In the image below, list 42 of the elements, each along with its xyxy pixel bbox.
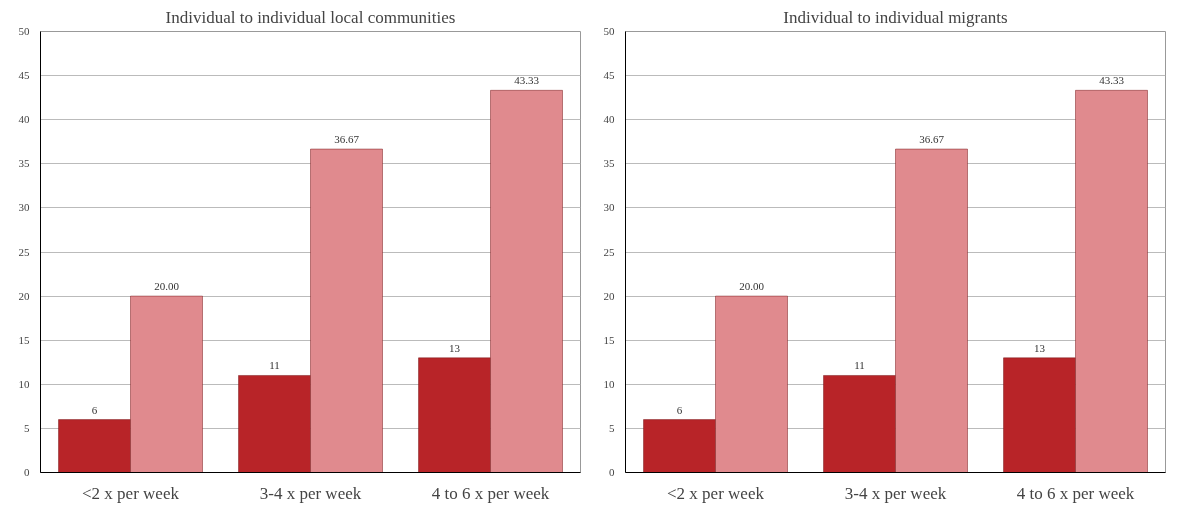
y-tick-label: 5 (609, 421, 615, 434)
data-label: 11 (269, 359, 280, 372)
y-tick-label: 0 (24, 466, 30, 478)
y-tick-label: 0 (609, 466, 615, 478)
data-label: 11 (854, 359, 865, 372)
y-tick-label: 10 (603, 377, 615, 390)
y-tick-label: 50 (603, 25, 615, 37)
data-label: 36.67 (919, 133, 945, 146)
x-tick-label: 4 to 6 x per week (1016, 483, 1135, 503)
y-tick-label: 15 (18, 333, 30, 346)
y-tick-label: 35 (18, 157, 30, 170)
y-tick-label: 25 (18, 245, 30, 258)
data-label: 43.33 (514, 74, 540, 87)
y-tick-label: 45 (603, 69, 615, 82)
data-label: 43.33 (1099, 74, 1125, 87)
data-label: 6 (676, 403, 683, 416)
y-tick-label: 30 (603, 201, 615, 214)
data-label: 36.67 (334, 133, 360, 146)
y-tick-label: 15 (603, 333, 615, 346)
y-tick-label: 25 (603, 245, 615, 258)
chart-title: Individual to individual migrants (783, 7, 1008, 27)
y-tick-label: 30 (18, 201, 30, 214)
x-tick-label: 3-4 x per week (844, 483, 947, 503)
y-tick-label: 20 (18, 289, 30, 302)
data-label: 13 (1034, 341, 1046, 354)
y-tick-label: 40 (18, 113, 30, 126)
x-tick-label: <2 x per week (667, 483, 765, 503)
data-label: 20.00 (739, 280, 765, 293)
data-label: 6 (91, 403, 98, 416)
data-label: 20.00 (154, 280, 180, 293)
x-tick-label: 4 to 6 x per week (431, 483, 550, 503)
chart-title: Individual to individual local communities (165, 7, 456, 27)
y-tick-label: 10 (18, 377, 30, 390)
y-tick-label: 35 (603, 157, 615, 170)
y-tick-label: 45 (18, 69, 30, 82)
data-label: 13 (449, 341, 461, 354)
y-tick-label: 40 (603, 113, 615, 126)
y-tick-label: 5 (24, 421, 30, 434)
y-tick-label: 50 (18, 25, 30, 37)
y-tick-label: 20 (603, 289, 615, 302)
x-tick-label: <2 x per week (82, 483, 180, 503)
x-tick-label: 3-4 x per week (259, 483, 362, 503)
